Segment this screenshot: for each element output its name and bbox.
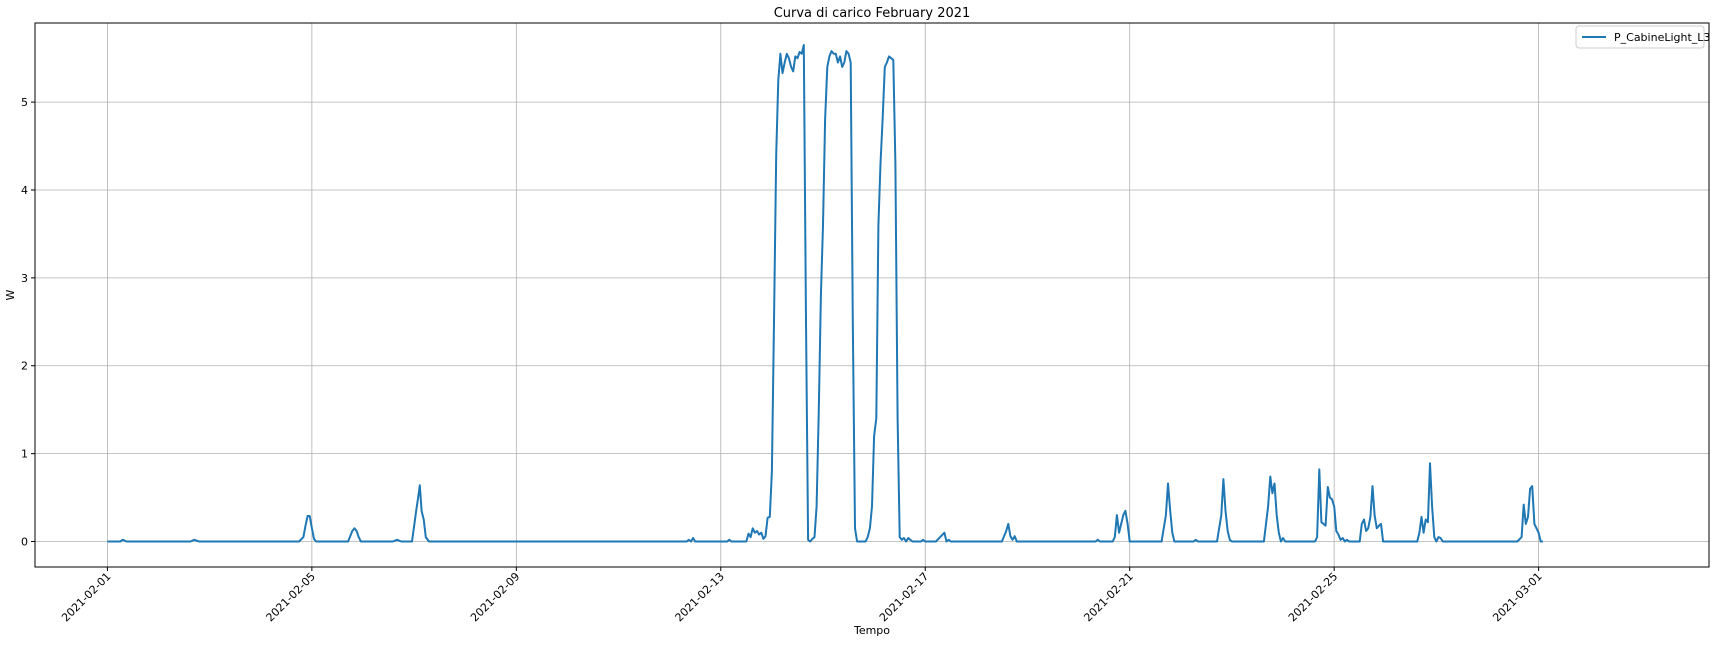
y-tick-label: 5 — [21, 96, 28, 109]
series-layer — [107, 44, 1543, 543]
y-tick-label: 3 — [21, 272, 28, 285]
plot-frame — [34, 22, 1710, 568]
legend-box — [1575, 25, 1705, 49]
y-tick-label: 4 — [21, 184, 28, 197]
y-tick-label: 1 — [21, 448, 28, 461]
legend: P_CabineLight_L3 — [1575, 25, 1710, 49]
series-line-0 — [107, 44, 1543, 543]
y-axis-label: W — [4, 289, 17, 300]
legend-label: P_CabineLight_L3 — [1614, 31, 1710, 44]
x-axis-label: Tempo — [853, 624, 890, 637]
chart-title: Curva di carico February 2021 — [774, 6, 971, 21]
y-tick-label: 0 — [21, 536, 28, 549]
grid — [35, 23, 1709, 567]
y-tick-label: 2 — [21, 360, 28, 373]
